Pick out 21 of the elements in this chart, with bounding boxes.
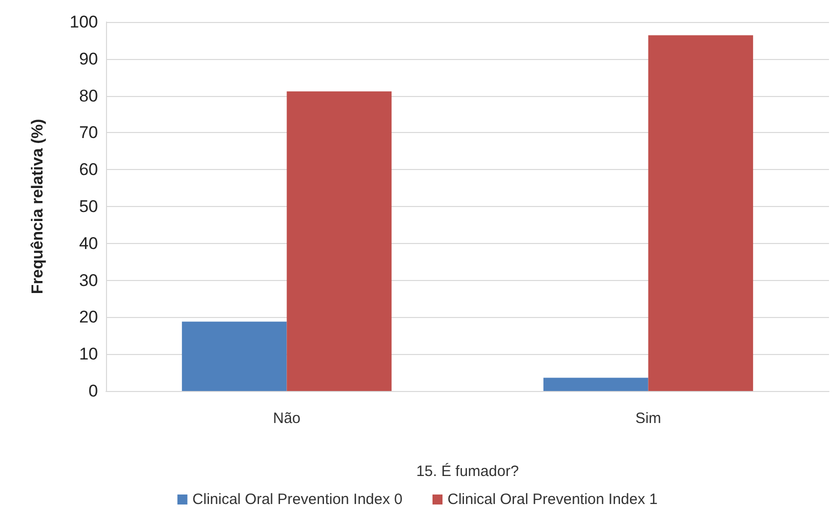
x-tick-label: Sim <box>635 410 662 427</box>
y-tick-label: 0 <box>88 382 98 400</box>
y-tick-label: 70 <box>79 123 98 142</box>
y-tick-label: 80 <box>79 86 98 106</box>
y-tick-label: 90 <box>79 49 98 68</box>
y-tick-label: 50 <box>79 197 98 216</box>
x-tick-label: Não <box>272 410 301 427</box>
y-tick-label: 10 <box>79 344 98 364</box>
y-tick-label: 100 <box>70 12 98 32</box>
y-tick-label: 20 <box>79 308 98 327</box>
y-axis-title: Frequência relativa (%) <box>30 118 46 294</box>
bar <box>286 91 392 391</box>
bar <box>182 322 287 391</box>
bar <box>543 378 648 391</box>
y-tick-label: 40 <box>79 234 98 253</box>
bar <box>648 35 754 391</box>
x-axis-title: 15. É fumador? <box>416 462 519 480</box>
legend-label: Clinical Oral Prevention Index 1 <box>448 491 658 508</box>
legend-label: Clinical Oral Prevention Index 0 <box>192 491 403 508</box>
y-tick-label: 30 <box>79 270 98 290</box>
y-tick-label: 60 <box>79 160 98 180</box>
